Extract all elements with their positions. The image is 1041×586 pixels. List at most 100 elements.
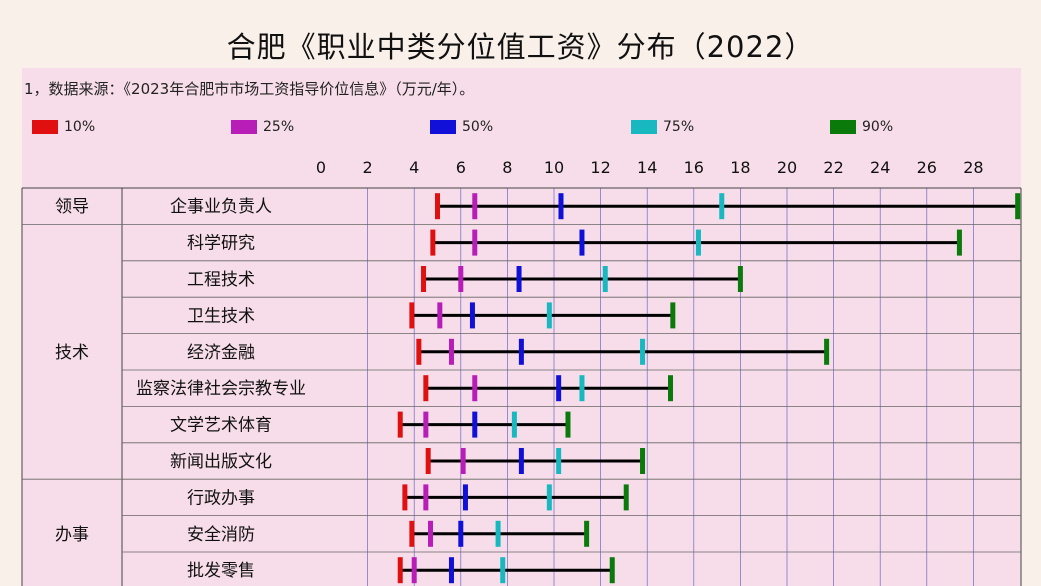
row-label: 监察法律社会宗教专业 <box>136 379 306 399</box>
x-tick-label-6: 6 <box>456 158 466 177</box>
chart-panel <box>22 68 1021 586</box>
marker-p25 <box>428 520 434 547</box>
marker-p50 <box>462 484 468 511</box>
marker-p10 <box>430 229 436 256</box>
row-label: 文学艺术体育 <box>170 416 272 436</box>
marker-p50 <box>516 266 522 292</box>
row-label: 卫生技术 <box>187 306 255 326</box>
marker-p25 <box>472 193 478 220</box>
row-label: 企事业负责人 <box>170 197 272 217</box>
marker-p50 <box>469 302 475 329</box>
legend-swatch-p75 <box>631 120 657 134</box>
x-tick-label-14: 14 <box>637 158 657 177</box>
marker-p10 <box>409 520 415 547</box>
row-label: 工程技术 <box>187 270 255 290</box>
marker-p25 <box>472 375 478 402</box>
legend-label-p50: 50% <box>462 119 494 135</box>
x-tick-label-12: 12 <box>590 158 610 177</box>
row-label: 科学研究 <box>187 234 255 254</box>
marker-p90 <box>623 484 629 511</box>
marker-p90 <box>584 520 590 547</box>
marker-p75 <box>495 520 501 547</box>
marker-p75 <box>579 375 585 402</box>
legend-item-p50: 50% <box>430 119 493 135</box>
marker-p25 <box>437 302 443 329</box>
legend-label-p90: 90% <box>862 119 894 135</box>
x-tick-label-18: 18 <box>730 158 750 177</box>
marker-p90 <box>670 302 676 329</box>
legend-swatch-p50 <box>430 120 456 134</box>
marker-p10 <box>423 375 429 402</box>
group-label: 领导 <box>55 197 89 217</box>
marker-p10 <box>425 448 431 474</box>
marker-p10 <box>409 302 415 329</box>
marker-p10 <box>402 484 408 511</box>
marker-p75 <box>546 302 552 329</box>
x-tick-label-22: 22 <box>823 158 843 177</box>
marker-p10 <box>397 411 403 438</box>
marker-p10 <box>435 193 440 220</box>
legend-label-p75: 75% <box>663 119 695 135</box>
x-tick-label-28: 28 <box>963 158 983 177</box>
x-tick-label-24: 24 <box>870 158 890 177</box>
marker-p50 <box>518 448 524 474</box>
marker-p75 <box>719 193 725 220</box>
marker-p10 <box>421 266 427 292</box>
marker-p50 <box>518 338 524 365</box>
marker-p90 <box>640 448 646 474</box>
group-label: 技术 <box>55 343 89 363</box>
marker-p25 <box>448 338 454 365</box>
row-label: 行政办事 <box>187 488 255 508</box>
x-tick-label-0: 0 <box>316 158 326 177</box>
x-tick-label-8: 8 <box>502 158 512 177</box>
legend-label-p10: 10% <box>64 119 96 135</box>
marker-p90 <box>668 375 673 402</box>
marker-p50 <box>448 557 454 584</box>
marker-p25 <box>472 229 478 256</box>
row-label: 安全消防 <box>187 525 255 545</box>
marker-p25 <box>460 448 466 474</box>
marker-p50 <box>458 520 464 547</box>
page-title: 合肥《职业中类分位值工资》分布（2022） <box>226 30 815 64</box>
marker-p25 <box>423 411 429 438</box>
marker-p10 <box>397 557 403 584</box>
marker-p25 <box>423 484 429 511</box>
marker-p90 <box>956 229 962 256</box>
marker-p10 <box>416 338 422 365</box>
legend-item-p10: 10% <box>32 119 95 135</box>
legend-item-p75: 75% <box>631 119 694 135</box>
x-tick-label-2: 2 <box>363 158 373 177</box>
marker-p90 <box>737 266 743 292</box>
marker-p50 <box>556 375 562 402</box>
marker-p75 <box>500 557 506 584</box>
row-label: 经济金融 <box>187 343 255 363</box>
x-tick-label-10: 10 <box>544 158 564 177</box>
x-tick-label-26: 26 <box>917 158 937 177</box>
marker-p50 <box>579 229 585 256</box>
marker-p50 <box>472 411 478 438</box>
data-source-note: 1，数据来源：《2023年合肥市市场工资指导价位信息》（万元/年）。 <box>24 80 475 98</box>
legend-swatch-p90 <box>830 120 856 134</box>
marker-p90 <box>565 411 571 438</box>
row-label: 新闻出版文化 <box>170 452 272 472</box>
marker-p75 <box>511 411 517 438</box>
x-tick-label-4: 4 <box>409 158 419 177</box>
marker-p75 <box>556 448 562 474</box>
legend-swatch-p10 <box>32 120 58 134</box>
legend-item-p25: 25% <box>231 119 294 135</box>
legend-label-p25: 25% <box>263 119 295 135</box>
row-label: 批发零售 <box>187 561 255 581</box>
legend-swatch-p25 <box>231 120 257 134</box>
x-tick-label-20: 20 <box>777 158 797 177</box>
group-label: 办事 <box>55 525 89 545</box>
marker-p75 <box>546 484 552 511</box>
marker-p75 <box>695 229 701 256</box>
marker-p25 <box>458 266 464 292</box>
marker-p50 <box>558 193 564 220</box>
x-tick-label-16: 16 <box>684 158 704 177</box>
marker-p90 <box>609 557 615 584</box>
marker-p25 <box>411 557 417 584</box>
marker-p90 <box>1015 193 1021 220</box>
marker-p75 <box>602 266 608 292</box>
